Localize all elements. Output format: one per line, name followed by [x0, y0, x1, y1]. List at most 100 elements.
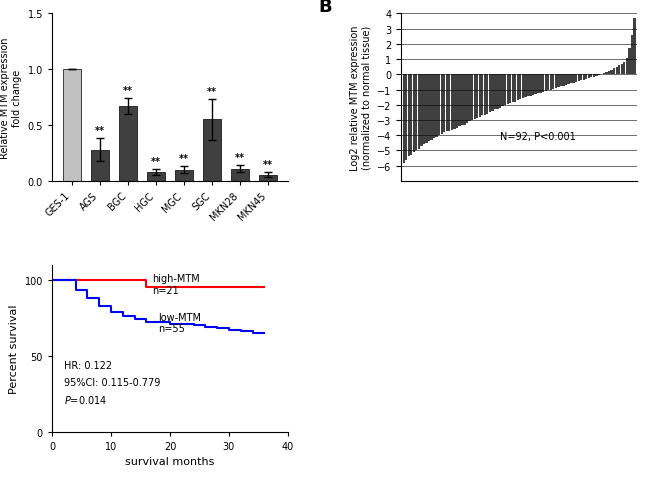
- Bar: [601, 74, 603, 75]
- Text: **: **: [123, 86, 133, 96]
- Text: HR: 0.122: HR: 0.122: [64, 360, 112, 370]
- Bar: [499, 75, 501, 108]
- Bar: [119, 107, 137, 181]
- Text: **: **: [207, 87, 217, 97]
- Bar: [540, 75, 541, 94]
- Bar: [421, 75, 422, 146]
- Bar: [476, 75, 478, 119]
- Bar: [593, 75, 595, 77]
- Bar: [456, 75, 458, 128]
- Text: 95%CI: 0.115-0.779: 95%CI: 0.115-0.779: [64, 377, 160, 387]
- Bar: [545, 75, 547, 92]
- Y-axis label: Log2 relative MTM expression
(normalized to normal tissue): Log2 relative MTM expression (normalized…: [350, 25, 371, 170]
- Bar: [259, 175, 277, 181]
- X-axis label: survival months: survival months: [125, 456, 214, 467]
- Text: $\it{P}$=0.014: $\it{P}$=0.014: [64, 394, 107, 406]
- Bar: [633, 19, 636, 75]
- Bar: [415, 75, 417, 151]
- Bar: [481, 75, 484, 116]
- Bar: [560, 75, 562, 87]
- Bar: [408, 75, 410, 157]
- Bar: [466, 75, 468, 124]
- Bar: [91, 150, 109, 181]
- Bar: [446, 75, 448, 132]
- Bar: [422, 75, 425, 145]
- Bar: [450, 75, 453, 131]
- Bar: [613, 69, 616, 75]
- Bar: [425, 75, 428, 144]
- Bar: [610, 71, 613, 75]
- Bar: [497, 75, 499, 109]
- Bar: [486, 75, 489, 115]
- Bar: [598, 75, 600, 76]
- Bar: [478, 75, 481, 118]
- Bar: [463, 75, 465, 125]
- Bar: [603, 73, 605, 75]
- Bar: [550, 75, 552, 90]
- Bar: [489, 75, 491, 113]
- Bar: [585, 75, 588, 80]
- Bar: [410, 75, 412, 156]
- Bar: [608, 72, 610, 75]
- Bar: [175, 170, 193, 181]
- Bar: [554, 75, 557, 89]
- Bar: [461, 75, 463, 126]
- Bar: [231, 169, 249, 181]
- Bar: [203, 120, 221, 181]
- Y-axis label: Percent survival: Percent survival: [9, 304, 19, 393]
- Bar: [436, 75, 437, 137]
- Bar: [418, 75, 420, 150]
- Bar: [565, 75, 567, 86]
- Bar: [577, 75, 580, 82]
- Bar: [588, 75, 590, 79]
- Bar: [62, 70, 81, 181]
- Bar: [438, 75, 440, 136]
- Bar: [580, 75, 582, 81]
- Bar: [547, 75, 549, 91]
- Bar: [552, 75, 554, 90]
- Bar: [525, 75, 527, 98]
- Bar: [491, 75, 493, 111]
- Bar: [626, 59, 628, 75]
- Bar: [537, 75, 540, 94]
- Text: B: B: [318, 0, 332, 16]
- Bar: [428, 75, 430, 142]
- Text: **: **: [151, 156, 161, 167]
- Bar: [506, 75, 509, 105]
- Bar: [494, 75, 496, 110]
- Text: low-MTM
n=55: low-MTM n=55: [158, 312, 201, 334]
- Text: N=92, P<0.001: N=92, P<0.001: [500, 132, 576, 141]
- Bar: [512, 75, 514, 103]
- Bar: [517, 75, 519, 101]
- Bar: [629, 49, 630, 75]
- Y-axis label: Relative MTM expression
fold change: Relative MTM expression fold change: [1, 37, 22, 158]
- Bar: [147, 172, 165, 181]
- Bar: [514, 75, 516, 102]
- Bar: [469, 75, 471, 122]
- Bar: [595, 75, 597, 77]
- Text: **: **: [95, 126, 105, 136]
- Bar: [441, 75, 443, 134]
- Bar: [605, 73, 608, 75]
- Bar: [623, 63, 625, 75]
- Bar: [616, 68, 618, 75]
- Bar: [443, 75, 445, 133]
- Text: **: **: [235, 153, 245, 163]
- Bar: [430, 75, 433, 141]
- Bar: [618, 66, 620, 75]
- Text: **: **: [263, 160, 273, 170]
- Bar: [621, 64, 623, 75]
- Bar: [582, 75, 585, 81]
- Bar: [534, 75, 537, 95]
- Bar: [501, 75, 504, 107]
- Bar: [526, 75, 529, 97]
- Bar: [542, 75, 544, 93]
- Bar: [522, 75, 524, 99]
- Bar: [567, 75, 569, 85]
- Bar: [630, 36, 633, 75]
- Bar: [532, 75, 534, 96]
- Bar: [402, 75, 405, 163]
- Bar: [590, 75, 593, 78]
- Bar: [448, 75, 450, 132]
- Bar: [562, 75, 565, 86]
